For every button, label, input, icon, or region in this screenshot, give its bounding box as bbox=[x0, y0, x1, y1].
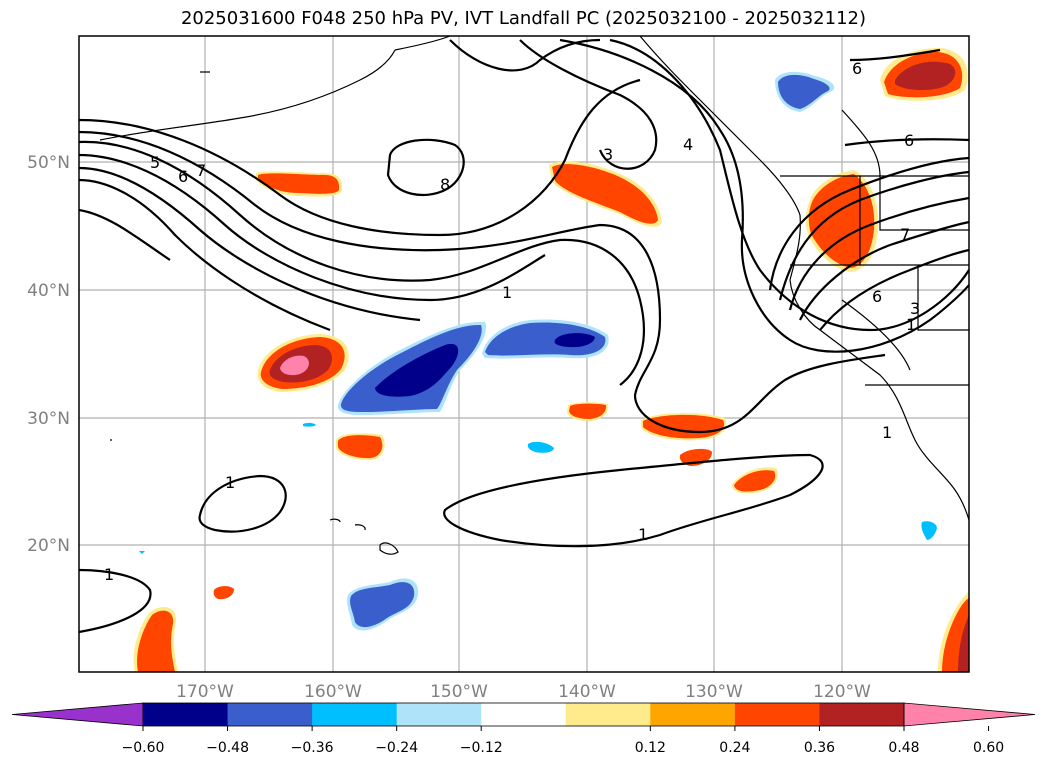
contour-label: 1 bbox=[882, 423, 892, 442]
coastlines bbox=[99, 35, 970, 555]
contour-label: 5 bbox=[150, 153, 160, 172]
contour-path bbox=[519, 39, 658, 170]
colorbar-tick-label: 0.60 bbox=[973, 740, 1004, 756]
contour-path bbox=[819, 248, 970, 331]
contour-path bbox=[768, 156, 970, 291]
figure-title: 2025031600 F048 250 hPa PV, IVT Landfall… bbox=[180, 8, 867, 29]
contour-label: 1 bbox=[638, 525, 648, 544]
contour-path bbox=[78, 153, 546, 302]
colorbar-tick-label: 0.12 bbox=[635, 740, 666, 756]
colorbar-segment bbox=[819, 703, 905, 726]
contour-label: 7 bbox=[196, 161, 206, 180]
contour-path bbox=[844, 138, 970, 147]
colorbar-extend-high bbox=[903, 702, 1036, 727]
contour-path bbox=[849, 48, 941, 62]
pv-contours bbox=[78, 38, 970, 634]
lat-tick-label: 20°N bbox=[27, 536, 70, 556]
lat-tick-label: 30°N bbox=[27, 409, 70, 429]
contour-label: 3 bbox=[910, 299, 920, 318]
contour-label: 1 bbox=[225, 473, 235, 492]
island bbox=[329, 518, 341, 523]
lon-tick-label: 130°W bbox=[685, 682, 743, 702]
colorbar-tick-label: 0.36 bbox=[804, 740, 835, 756]
contour-label: 6 bbox=[178, 167, 188, 186]
lat-tick-label: 50°N bbox=[27, 153, 70, 173]
contour-label: 8 bbox=[440, 175, 450, 194]
coastline-alaska bbox=[99, 35, 451, 141]
contour-label: 7 bbox=[900, 225, 910, 244]
lon-tick-label: 140°W bbox=[558, 682, 616, 702]
island bbox=[354, 524, 366, 531]
colorbar-extend-low bbox=[11, 702, 144, 727]
map-frame bbox=[78, 35, 970, 673]
contour-path bbox=[449, 38, 601, 72]
border-state bbox=[879, 176, 969, 231]
lon-tick-label: 120°W bbox=[813, 682, 871, 702]
negative-anomaly-regions bbox=[139, 71, 937, 631]
border-state bbox=[917, 265, 969, 331]
contour-label: 6 bbox=[872, 287, 882, 306]
colorbar-segment bbox=[481, 703, 567, 726]
colorbar-tick-label: −0.60 bbox=[122, 740, 165, 756]
contour-path bbox=[799, 220, 970, 321]
contour-path bbox=[78, 166, 421, 322]
colorbar-segment bbox=[396, 703, 482, 726]
colorbar-frame bbox=[142, 702, 905, 727]
contour-path bbox=[78, 130, 886, 434]
colorbar-tick-label: −0.36 bbox=[291, 740, 334, 756]
contour-label: 1 bbox=[502, 283, 512, 302]
contour-path bbox=[78, 568, 152, 634]
colorbar-tick-label: −0.24 bbox=[375, 740, 418, 756]
colorbar-tick-label: 0.48 bbox=[888, 740, 919, 756]
positive-anomaly-regions bbox=[133, 48, 969, 672]
colorbar-segment bbox=[650, 703, 736, 726]
lon-tick-labels: 170°W 160°W 150°W 140°W 130°W 120°W bbox=[176, 682, 871, 702]
contour-label: 1 bbox=[104, 565, 114, 584]
contour-path bbox=[788, 196, 970, 311]
anomaly-small-5 bbox=[213, 586, 234, 600]
colorbar-tick-label: 0.24 bbox=[719, 740, 750, 756]
contour-label: 6 bbox=[904, 131, 914, 150]
coastline-west-coast bbox=[639, 35, 970, 521]
contour-path bbox=[609, 38, 970, 332]
lon-tick-label: 170°W bbox=[176, 682, 234, 702]
island-hawaii bbox=[379, 542, 399, 555]
lon-tick-label: 160°W bbox=[304, 682, 362, 702]
contour-path bbox=[78, 78, 641, 237]
colorbar-segment bbox=[565, 703, 651, 726]
colorbar-segment bbox=[227, 703, 313, 726]
lon-tick-label: 150°W bbox=[430, 682, 488, 702]
contour-path bbox=[386, 138, 465, 197]
contour-label: 1 bbox=[906, 315, 916, 334]
contour-labels: 5 6 7 8 3 4 1 1 1 1 1 6 6 7 6 3 1 bbox=[104, 59, 920, 584]
colorbar-segment bbox=[143, 703, 229, 726]
lat-tick-label: 40°N bbox=[27, 281, 70, 301]
contour-label: 6 bbox=[852, 59, 862, 78]
border-state bbox=[841, 299, 911, 371]
border-province bbox=[841, 109, 881, 177]
contour-label: 3 bbox=[603, 145, 613, 164]
colorbar-segment bbox=[734, 703, 820, 726]
contour-path bbox=[78, 208, 171, 261]
contour-path bbox=[78, 178, 331, 332]
colorbar: −0.60 −0.48 −0.36 −0.24 −0.12 0.12 0.24 0.36 0.4… bbox=[11, 702, 1036, 756]
contour-path bbox=[198, 474, 287, 533]
contour-label: 4 bbox=[683, 135, 693, 154]
colorbar-tick-label: −0.48 bbox=[206, 740, 249, 756]
contour-path bbox=[443, 453, 824, 548]
contour-path bbox=[78, 140, 645, 386]
lat-tick-labels: 50°N 40°N 30°N 20°N bbox=[27, 153, 70, 556]
map-panel: 5 6 7 8 3 4 1 1 1 1 1 6 6 7 6 3 1 bbox=[78, 35, 970, 673]
colorbar-tick-label: −0.12 bbox=[460, 740, 503, 756]
colorbar-segment bbox=[312, 703, 398, 726]
